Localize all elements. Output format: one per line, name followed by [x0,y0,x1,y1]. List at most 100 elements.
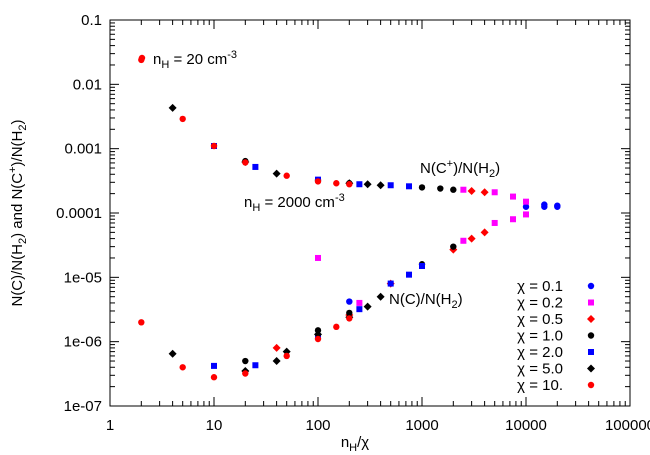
data-point [179,115,186,123]
series-6 [138,56,353,381]
data-point [356,306,363,313]
legend-marker [587,364,595,373]
x-tick-label: 10 [206,417,223,434]
legend-marker [587,332,595,339]
legend: χ = 0.1χ = 0.2χ = 0.5χ = 1.0χ = 2.0χ = 5… [517,278,595,394]
data-point [522,203,530,210]
y-tick-label: 1e-07 [64,398,102,415]
x-tick-label: 100 [305,417,330,434]
annotation-nh-20-mid: = 20 cm [169,51,227,68]
data-point [406,183,413,190]
legend-marker [588,299,594,306]
y-axis-label-p2: ) and N(C [9,173,26,238]
data-point [510,193,517,200]
data-point [314,330,322,339]
y-axis-label-p3: )/N(H [9,131,26,167]
data-point [450,243,457,250]
data-point [242,159,249,166]
annotation-cplus-post: ) [495,160,500,177]
annotation-nh-2000: nH = 2000 cm-3 [244,192,345,214]
x-axis-label-main: n [341,434,349,451]
data-point [210,374,218,381]
data-point [376,292,385,301]
annotation-nh-20: nH = 20 cm-3 [138,49,237,71]
annotation-nh-2000-sub: H [252,202,260,214]
legend-label: χ = 2.0 [517,344,563,361]
data-point [419,263,425,270]
legend-label: χ = 0.2 [517,295,563,312]
legend-label: χ = 0.5 [517,311,563,328]
x-tick-label: 10000 [505,417,547,434]
annotation-cplus-sup: + [447,158,453,170]
annotation-cplus-mid: )/N(H [453,160,489,177]
annotation-c-sub: 2 [451,299,457,311]
y-axis-label-s1: 2 [17,238,29,244]
data-point [314,335,322,343]
data-point [211,362,217,369]
annotation-nh-20-pre: n [153,51,161,68]
data-point [418,184,426,191]
data-point [460,186,467,193]
annotation-cplus-pre: N(C [420,160,447,177]
y-tick-label: 0.01 [73,76,102,93]
data-point [510,216,517,223]
data-point [346,181,353,188]
data-point [314,178,322,185]
x-axis-label-sub: H [349,442,357,454]
axis-ticks: 1 10 100 1000 10000 100000 1e-07 1e-06 1e-05 0.00… [56,12,650,434]
data-point [541,201,548,208]
data-point [272,169,281,178]
data-point [346,298,353,305]
annotation-nh-2000-pre: n [244,194,252,211]
data-point [333,323,340,331]
y-axis-label-s2: + [7,166,19,172]
legend-marker [587,381,595,389]
data-point [272,357,281,366]
data-point [491,219,498,226]
data-point [168,349,177,358]
legend-label: χ = 1.0 [517,328,563,345]
legend-label: χ = 10. [517,377,563,394]
data-point [272,343,281,352]
x-tick-label: 100000 [605,417,650,434]
data-point [138,319,145,326]
y-tick-label: 1e-05 [64,269,102,286]
legend-label: χ = 0.1 [517,278,563,295]
data-point [480,228,489,237]
data-point [242,357,249,365]
series-5 [168,103,385,375]
annotation-cplus-sub: 2 [489,168,495,180]
series-2 [272,186,489,352]
annotation-c-ratio: N(C)/N(H2) [389,291,463,311]
data-point [523,211,529,218]
annotation-nh-20-sup: -3 [227,49,237,61]
data-point [179,364,186,371]
data-point [356,299,363,306]
annotation-nh-2000-sup: -3 [335,192,345,204]
data-point [437,185,444,192]
data-point [283,172,290,179]
data-point [168,103,177,112]
data-point [210,142,218,150]
annotation-nh-2000-mid: = 2000 cm [260,194,335,211]
legend-marker [587,282,595,290]
data-point [283,352,290,360]
annotation-c-post: ) [458,291,463,308]
data-point [376,181,385,190]
y-axis-label-p4: ) [9,119,26,124]
data-point [346,315,353,322]
legend-label: χ = 5.0 [517,361,563,378]
x-tick-label: 1000 [405,417,438,434]
data-point [406,271,413,278]
data-point [467,234,476,243]
series-1 [315,186,529,306]
x-tick-label: 1 [106,417,114,434]
data-point [387,182,394,189]
data-point [450,186,457,193]
data-point [252,362,259,369]
y-axis-label: N(C)/N(H2) and N(C+)/N(H2) [7,119,29,306]
annotation-cplus-ratio: N(C+)/N(H2) [420,158,500,180]
data-point [523,198,529,205]
data-point [387,280,394,287]
